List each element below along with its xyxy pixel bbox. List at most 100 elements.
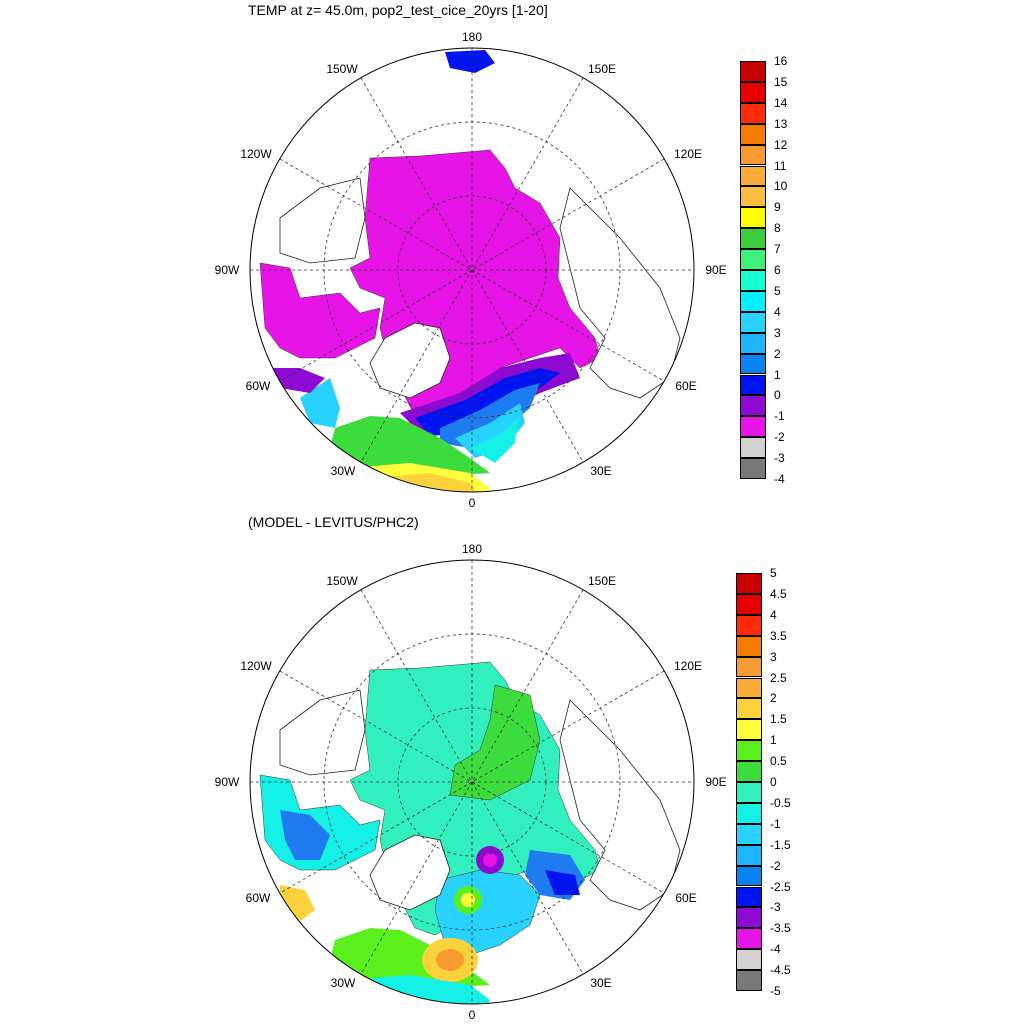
lon-label-30w: 30W <box>330 976 356 990</box>
colorbar-swatch <box>736 970 762 991</box>
atlantic-band-blue <box>415 368 560 436</box>
colorbar-swatch <box>736 698 762 720</box>
colorbar-tick-label: 1 <box>774 367 781 382</box>
colorbar-tick-label: -3.5 <box>770 921 791 936</box>
greenland-outline <box>369 322 451 399</box>
colorbar-swatch <box>740 458 766 479</box>
colorbar-tick-label: 5 <box>770 566 777 580</box>
colorbar-tick-label: 12 <box>774 137 788 152</box>
atlantic-band-midblue <box>440 383 540 448</box>
lon-label-150w: 150W <box>326 62 358 76</box>
colorbar-tick-label: -4 <box>770 942 781 957</box>
colorbar-swatch <box>736 949 762 971</box>
colorbar-tick-label: 1.5 <box>770 712 787 727</box>
bottom-polar-map <box>249 559 695 1005</box>
colorbar-swatch <box>736 719 762 741</box>
colorbar-swatch <box>740 102 766 124</box>
colorbar-swatch <box>736 573 762 594</box>
lon-label-180: 180 <box>461 30 483 44</box>
colorbar-tick-label: 4 <box>770 607 777 622</box>
colorbar-tick-label: 2.5 <box>770 670 787 685</box>
eurasia-outline <box>559 699 681 911</box>
lon-label-120e: 120E <box>673 147 703 161</box>
lon-label-120w: 120W <box>240 147 272 161</box>
colorbar-tick-label: 14 <box>774 95 788 110</box>
colorbar-swatch <box>740 332 766 354</box>
bottom-title: (MODEL - LEVITUS/PHC2) <box>248 514 419 530</box>
colorbar-tick-label: 11 <box>774 158 787 173</box>
kara-anomaly-darkblue <box>545 870 580 895</box>
colorbar-tick-label: 0.5 <box>770 754 787 769</box>
bottom-map-boundary <box>249 559 695 1005</box>
colorbar-tick-label: 4 <box>774 304 781 319</box>
bering-blue <box>445 50 495 73</box>
anomaly-cold-core <box>483 853 497 867</box>
lon-label-0: 0 <box>468 496 476 510</box>
colorbar-swatch <box>740 249 766 270</box>
atlantic-band-cyan <box>470 418 518 463</box>
colorbar-swatch <box>736 740 762 762</box>
canadian-archipelago-water <box>259 262 381 359</box>
colorbar-swatch <box>740 270 766 291</box>
lon-label-90w: 90W <box>214 775 240 789</box>
colorbar-tick-label: -2.5 <box>770 879 791 894</box>
colorbar-tick-label: -5 <box>770 984 781 998</box>
colorbar-tick-label: -0.5 <box>770 795 791 810</box>
colorbar-swatch <box>736 907 762 929</box>
colorbar-swatch <box>736 656 762 678</box>
lon-label-30e: 30E <box>590 464 612 478</box>
colorbar-tick-label: 6 <box>774 263 781 277</box>
colorbar-tick-label: 3 <box>774 325 781 340</box>
colorbar-tick-label: 3 <box>770 649 777 664</box>
colorbar-tick-label: 5 <box>774 283 781 298</box>
colorbar-swatch <box>736 928 762 950</box>
colorbar-tick-label: -1 <box>770 816 781 831</box>
colorbar-swatch <box>740 207 766 229</box>
colorbar-swatch <box>736 614 762 636</box>
bottom-colorbar: 5 4.5 4 3.5 3 2.5 2 1.5 1 0.5 0 -0.5 -1 -1.5 -2 -2.5 -3 -… <box>736 566 806 998</box>
colorbar-swatch <box>736 823 762 845</box>
lon-label-150w: 150W <box>326 574 358 588</box>
colorbar-tick-label: 0 <box>774 388 781 403</box>
colorbar-tick-label: 10 <box>774 179 788 194</box>
colorbar-swatch <box>740 228 766 250</box>
colorbar-swatch <box>740 395 766 417</box>
lon-label-60e: 60E <box>675 891 697 905</box>
colorbar-tick-label: -3 <box>774 451 785 466</box>
colorbar-tick-label: -2 <box>770 858 781 873</box>
colorbar-tick-label: 2 <box>774 346 781 361</box>
colorbar-tick-label: -3 <box>770 900 781 915</box>
colorbar-swatch <box>740 374 766 396</box>
colorbar-tick-label: 9 <box>774 200 781 215</box>
colorbar-swatch <box>740 311 766 333</box>
top-polar-map <box>249 47 695 493</box>
colorbar-swatch <box>740 165 766 187</box>
lon-label-60w: 60W <box>245 379 271 393</box>
lon-label-30e: 30E <box>590 976 612 990</box>
lon-label-90w: 90W <box>214 263 240 277</box>
colorbar-tick-label: 0 <box>770 775 777 789</box>
lon-label-120e: 120E <box>673 659 703 673</box>
colorbar-tick-label: 13 <box>774 116 788 131</box>
colorbar-swatch <box>736 593 762 615</box>
colorbar-tick-label: -2 <box>774 430 785 445</box>
colorbar-swatch <box>736 844 762 866</box>
top-title: TEMP at z= 45.0m, pop2_test_cice_20yrs [… <box>248 2 548 18</box>
colorbar-swatch <box>736 677 762 699</box>
colorbar-swatch <box>736 635 762 657</box>
lon-label-90e: 90E <box>705 263 727 277</box>
colorbar-tick-label: -1.5 <box>770 837 791 852</box>
lon-label-120w: 120W <box>240 659 272 673</box>
colorbar-swatch <box>740 416 766 438</box>
colorbar-tick-label: 4.5 <box>770 586 787 601</box>
colorbar-swatch <box>736 865 762 887</box>
colorbar-tick-label: 8 <box>774 221 781 236</box>
lon-label-90e: 90E <box>705 775 727 789</box>
colorbar-tick-label: 2 <box>770 691 777 706</box>
colorbar-swatch <box>740 353 766 375</box>
lon-label-150e: 150E <box>587 62 617 76</box>
greenland-outline <box>369 834 451 911</box>
colorbar-swatch <box>740 61 766 82</box>
colorbar-tick-label: 16 <box>774 54 788 68</box>
anomaly-warm-core <box>461 893 475 907</box>
